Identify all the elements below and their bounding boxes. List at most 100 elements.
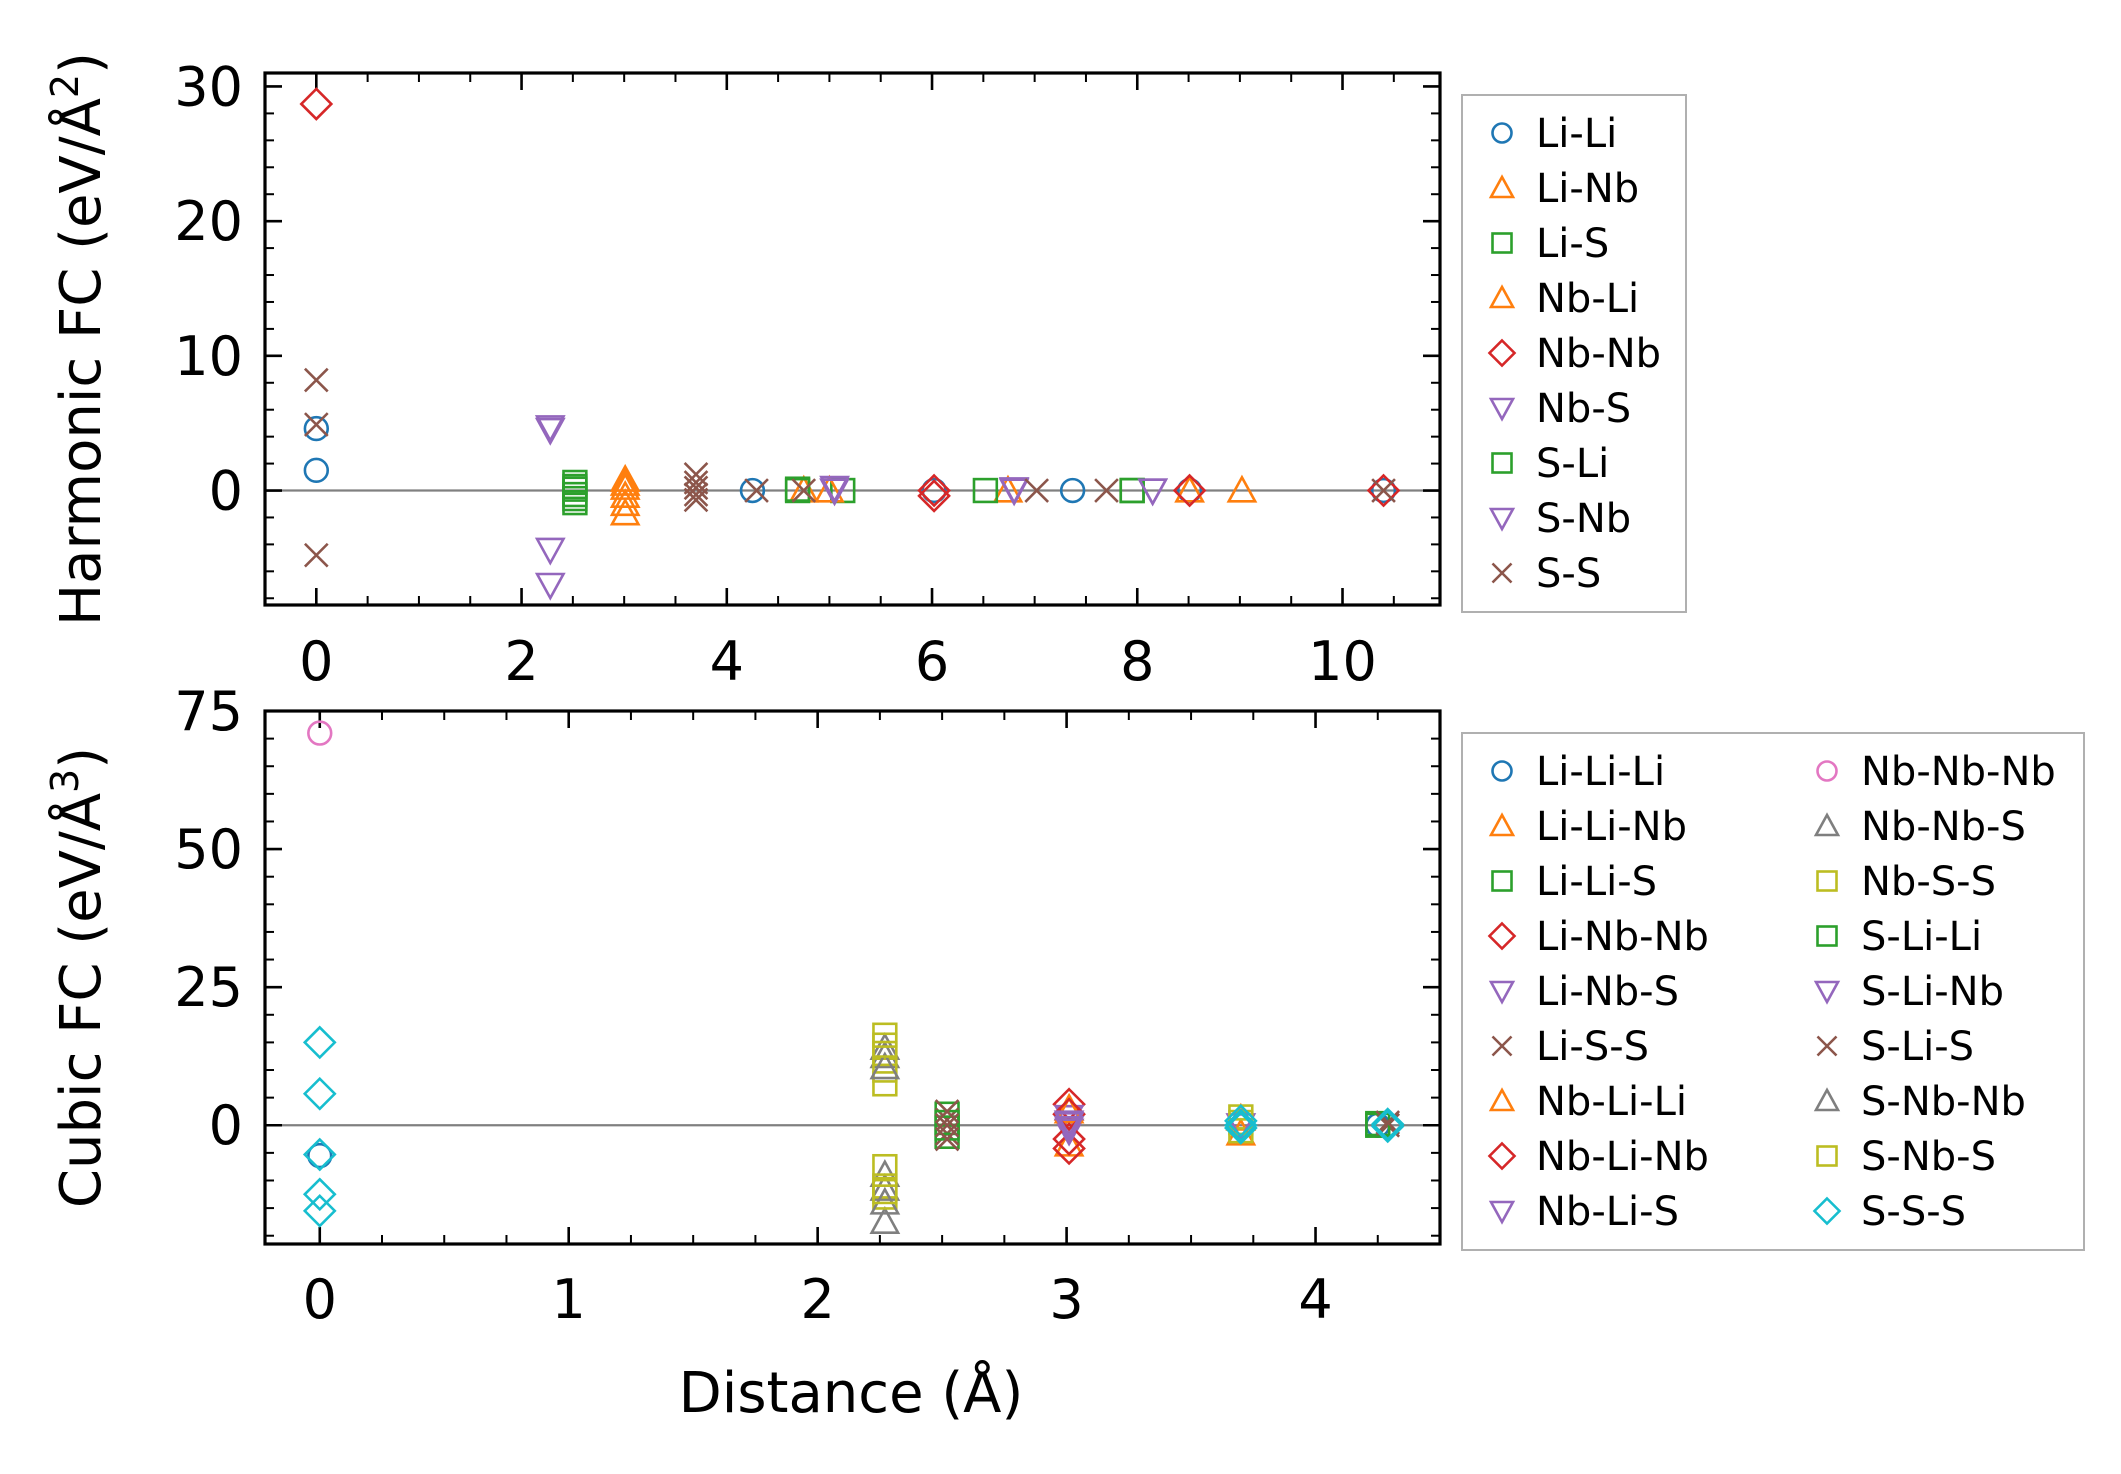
series-li-s-s: [934, 1107, 1401, 1146]
legend-marker: [1816, 1035, 1838, 1057]
legend-marker: [1488, 397, 1516, 422]
series-nb-li: [609, 467, 1206, 517]
legend-label: S-Li-Li: [1861, 914, 1982, 960]
y-axis-label-main: Harmonic FC (eV/Å: [48, 98, 114, 626]
data-point: [872, 1071, 898, 1097]
legend-entry: Nb-Li-Li: [1488, 1079, 1687, 1125]
data-point: [303, 542, 329, 568]
data-point: [302, 1076, 337, 1111]
series-li-s: [562, 469, 1145, 516]
data-point: [609, 497, 641, 526]
data-point: [534, 572, 566, 601]
data-point: [303, 457, 330, 484]
data-point: [303, 415, 330, 442]
legend-marker: [1816, 870, 1838, 892]
legend-entry: S-S-S: [1812, 1189, 1966, 1235]
data-point: [1053, 1112, 1085, 1141]
series-nb-nb-nb: [307, 720, 333, 746]
legend-entry: S-Nb: [1488, 496, 1631, 542]
legend-entry: Li-Li: [1491, 111, 1617, 157]
data-point: [1119, 477, 1145, 504]
data-point: [1224, 1108, 1258, 1143]
x-tick-label: 4: [1298, 1268, 1332, 1331]
data-point: [872, 1032, 898, 1058]
legend-label: Nb-S: [1536, 386, 1631, 432]
data-point: [683, 482, 709, 507]
x-tick-label: 0: [303, 1268, 337, 1331]
legend-label: Li-Nb: [1536, 166, 1639, 212]
legend-entry: Li-Li-Nb: [1488, 804, 1687, 850]
y-axis-label-end: ): [49, 747, 114, 769]
y-tick-label: 50: [174, 818, 243, 881]
data-point: [869, 1172, 901, 1201]
legend-entry: Nb-Nb-Nb: [1816, 749, 2056, 795]
series-nb-nb: [299, 87, 1401, 513]
legend-entry: Nb-Nb: [1487, 331, 1661, 377]
series-nb-li-nb: [1052, 1097, 1086, 1156]
legend-marker: [1488, 174, 1516, 199]
y-axis-label-main: Cubic FC (eV/Å: [48, 793, 114, 1208]
legend: Li-Li-Li Li-Li-Nb Li-Li-S Li-Nb-Nb Li-Nb-S Li…: [1461, 732, 2085, 1251]
data-point: [562, 485, 588, 512]
data-point: [609, 488, 641, 517]
legend-entry: S-Nb-S: [1816, 1134, 1996, 1180]
legend-label: Li-Li-S: [1536, 859, 1657, 905]
data-point: [307, 720, 333, 746]
data-point: [1172, 473, 1207, 508]
legend-label: S-S-S: [1861, 1189, 1966, 1235]
data-point: [872, 1057, 898, 1083]
data-point: [307, 1142, 333, 1169]
data-point: [302, 1177, 337, 1212]
series-s-s: [303, 367, 1396, 568]
data-point: [1371, 478, 1396, 503]
data-point: [683, 470, 709, 495]
y-tick-label: 20: [174, 190, 243, 253]
x-tick-label: 4: [710, 630, 744, 693]
legend-marker: [1491, 232, 1513, 254]
legend-entry: Li-Nb-S: [1488, 969, 1679, 1015]
legend-marker: [1488, 507, 1516, 532]
series-s-nb-nb: [869, 1051, 901, 1215]
y-tick-label: 10: [174, 325, 243, 388]
data-point: [869, 1206, 901, 1235]
data-point: [791, 478, 817, 503]
legend-label: Nb-Nb-S: [1861, 804, 2026, 850]
legend-label: S-Li-Nb: [1861, 969, 2004, 1015]
x-tick-label: 1: [552, 1268, 586, 1331]
data-point: [1024, 478, 1050, 503]
legend-entry: Nb-Nb-S: [1813, 804, 2026, 850]
legend-label: Nb-Li-S: [1536, 1189, 1679, 1235]
data-point: [534, 415, 566, 444]
legend-marker: [1488, 1087, 1516, 1112]
x-tick-label: 8: [1120, 630, 1154, 693]
data-point: [998, 477, 1030, 506]
y-tick-label: 0: [209, 460, 243, 523]
legend-label: Li-S-S: [1536, 1024, 1649, 1070]
data-point: [917, 479, 951, 513]
legend-label: Li-S: [1536, 221, 1609, 267]
data-point: [819, 475, 850, 504]
legend-label: Nb-Li: [1536, 276, 1639, 322]
y-tick-label: 30: [174, 55, 243, 118]
legend-marker: [1488, 284, 1516, 309]
data-point: [1094, 478, 1119, 503]
data-point: [1052, 1097, 1086, 1132]
legend-marker: [1488, 1200, 1516, 1225]
legend-marker: [1813, 980, 1841, 1005]
data-point: [299, 87, 334, 121]
legend-marker: [1813, 812, 1841, 837]
legend-entry: S-Li-Li: [1816, 914, 1982, 960]
x-tick-label: 2: [800, 1268, 834, 1331]
legend-entry: S-Li-S: [1816, 1024, 1974, 1070]
legend-label: Li-Li-Nb: [1536, 804, 1687, 850]
data-point: [1052, 1122, 1086, 1156]
legend-label: Nb-S-S: [1861, 859, 1996, 905]
data-point: [1226, 474, 1258, 503]
legend: Li-Li Li-Nb Li-S Nb-Li Nb-Nb Nb-S S-Li S-Nb S-S: [1461, 94, 1687, 613]
data-point: [934, 1112, 960, 1138]
data-point: [683, 487, 709, 513]
legend-marker: [1487, 921, 1517, 951]
data-point: [739, 477, 766, 504]
data-point: [1370, 1107, 1405, 1141]
